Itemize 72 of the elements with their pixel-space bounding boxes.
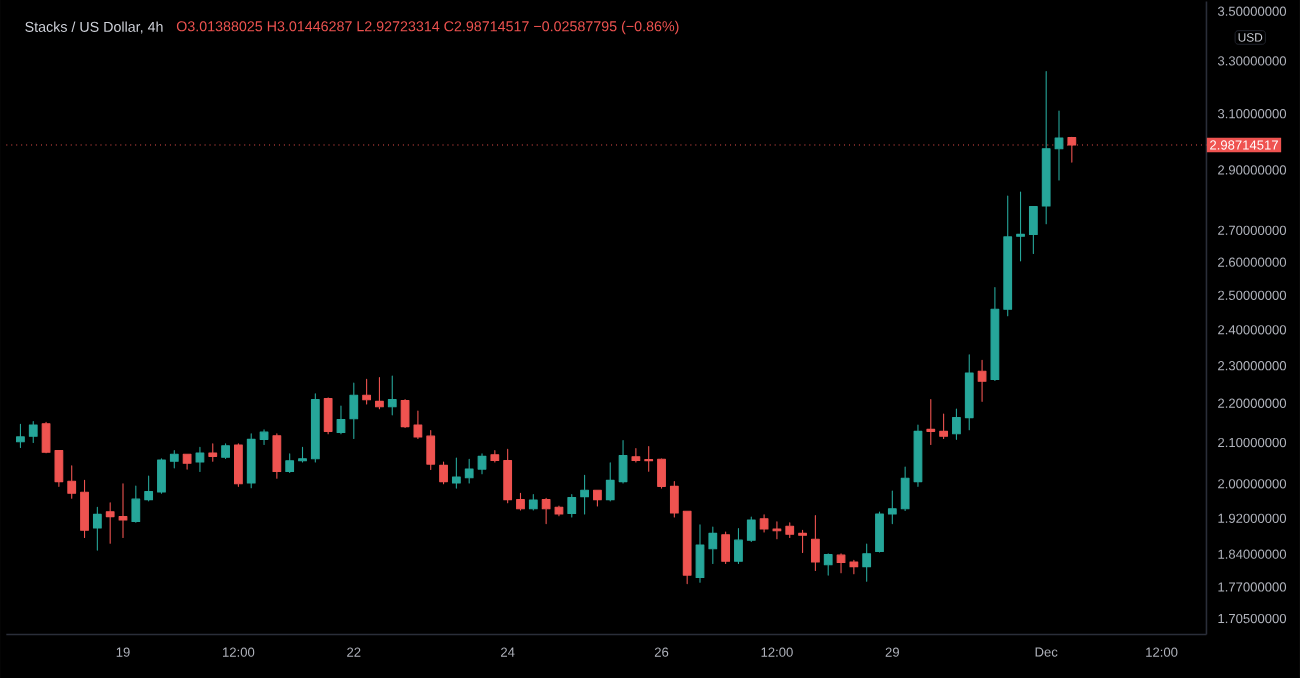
candlestick: [92, 506, 102, 551]
candlestick: [952, 408, 961, 440]
candlestick: [926, 398, 936, 445]
candlestick: [490, 449, 500, 463]
candlestick: [593, 489, 602, 507]
candlestick: [157, 458, 166, 494]
candlestick: [977, 359, 987, 402]
candlestick: [477, 453, 487, 475]
candlestick: [195, 446, 205, 472]
candlestick: [349, 382, 359, 439]
candlestick: [695, 524, 705, 583]
candlestick: [1016, 191, 1025, 262]
candlestick: [28, 420, 38, 443]
candlestick: [734, 527, 743, 564]
candlestick: [439, 461, 448, 485]
candlestick: [310, 393, 320, 463]
candlestick: [1003, 195, 1013, 317]
candlestick: [887, 490, 897, 524]
candlestick: [644, 445, 654, 472]
candlestick: [990, 286, 1000, 381]
candlestick: [785, 522, 795, 538]
candlestick: [631, 447, 641, 463]
candlestick: [1028, 205, 1038, 254]
candlestick: [451, 457, 461, 489]
candlestick: [580, 474, 589, 515]
candlestick: [964, 354, 974, 431]
candlestick: [605, 462, 615, 502]
candlestick: [528, 493, 538, 511]
candlestick: [798, 529, 807, 553]
candlestick: [182, 453, 192, 470]
candlestick: [234, 443, 243, 487]
candlestick: [105, 501, 115, 544]
candlestick: [657, 458, 666, 489]
candlestick: [323, 397, 333, 435]
candlestick: [80, 479, 89, 538]
candlestick: [567, 493, 577, 518]
candlestick: [772, 521, 782, 540]
candlestick: [618, 439, 628, 484]
candlestick: [259, 429, 269, 445]
candlestick: [67, 465, 77, 499]
candlestick: [169, 449, 179, 469]
candlestick: [426, 429, 436, 470]
candlestick: [221, 443, 230, 459]
candlestick: [1041, 70, 1051, 225]
candlestick: [759, 514, 769, 533]
candlestick: [708, 526, 718, 564]
candlestick: [16, 423, 25, 448]
candlestick: [285, 453, 295, 473]
candlestick: [669, 480, 679, 518]
candlestick: [746, 516, 756, 542]
candlestick: [464, 458, 474, 484]
candlestick: [272, 433, 282, 479]
candlestick: [118, 483, 128, 538]
candlestick: [875, 511, 884, 553]
candlestick: [144, 475, 154, 502]
candlestick: [131, 485, 141, 523]
candlestick: [375, 376, 384, 410]
candlestick: [387, 375, 397, 416]
candlestick: [1054, 110, 1064, 181]
candlestick: [298, 446, 307, 463]
candlestick: [810, 514, 820, 571]
candlestick: [939, 413, 949, 439]
candlestick: [682, 510, 692, 585]
candlestick: [823, 553, 833, 576]
candlestick: [516, 492, 525, 511]
candlestick: [503, 448, 513, 504]
candlestick: [862, 543, 872, 582]
candlestick: [246, 433, 256, 489]
candlestick: [336, 405, 346, 435]
candlestick: [362, 378, 372, 405]
candlestick: [721, 531, 731, 564]
candlestick: [208, 443, 218, 462]
